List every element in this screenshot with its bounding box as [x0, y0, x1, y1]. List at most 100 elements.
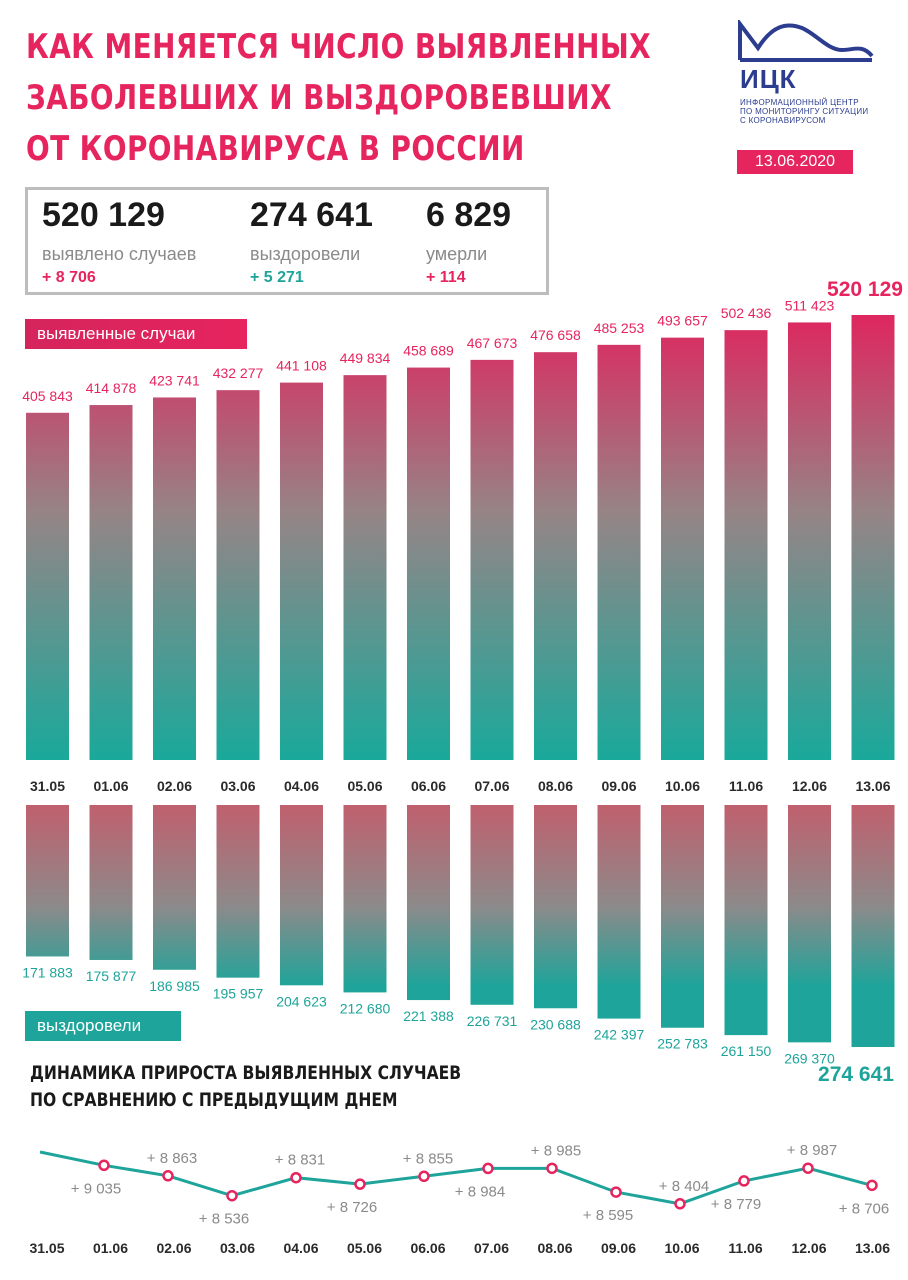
date-label: 03.06: [220, 778, 255, 794]
confirmed-value-label: 449 834: [340, 350, 391, 366]
confirmed-bar-10.06: [661, 337, 704, 760]
growth-value-label: + 8 863: [147, 1150, 197, 1167]
growth-value-label: + 8 831: [275, 1152, 325, 1169]
growth-value-label: + 8 536: [199, 1211, 249, 1228]
confirmed-value-label: 458 689: [403, 343, 454, 359]
date-label: 06.06: [411, 778, 446, 794]
date-badge: 13.06.2020: [737, 150, 853, 174]
growth-point-04.06: [290, 1171, 302, 1184]
growth-date-label: 10.06: [664, 1240, 699, 1256]
growth-date-label: 06.06: [410, 1240, 445, 1256]
logo-mountain-icon: [738, 20, 874, 62]
confirmed-value-label: 423 741: [149, 372, 200, 388]
date-label: 08.06: [538, 778, 573, 794]
stat-recovered-delta: + 5 271: [250, 269, 304, 286]
recovered-bar-04.06: [280, 805, 323, 986]
growth-date-label: 31.05: [29, 1240, 64, 1256]
growth-value-label: + 9 035: [71, 1180, 121, 1197]
confirmed-bar-01.06: [89, 405, 133, 760]
stat-confirmed-value: 520 129: [42, 196, 165, 234]
date-label: 02.06: [157, 778, 192, 794]
recovered-value-label: 204 623: [276, 993, 327, 1009]
growth-date-label: 01.06: [93, 1240, 128, 1256]
recovered-bar-11.06: [724, 805, 768, 1036]
recovered-value-label: 230 688: [530, 1016, 581, 1032]
growth-value-label: + 8 726: [327, 1199, 377, 1216]
recovered-value-label: 221 388: [403, 1008, 454, 1024]
growth-title-line-1: ДИНАМИКА ПРИРОСТА ВЫЯВЛЕННЫХ СЛУЧАЕВ: [30, 1062, 462, 1084]
confirmed-bar-05.06: [343, 375, 387, 760]
growth-date-label: 12.06: [791, 1240, 826, 1256]
recovered-value-label: 226 731: [467, 1013, 518, 1029]
growth-date-label: 07.06: [474, 1240, 509, 1256]
growth-date-label: 13.06: [855, 1240, 890, 1256]
date-label: 09.06: [601, 778, 636, 794]
growth-value-label: + 8 985: [531, 1142, 581, 1159]
confirmed-bar-11.06: [724, 330, 768, 760]
confirmed-bar-06.06: [407, 367, 450, 760]
growth-point-01.06: [98, 1159, 110, 1172]
confirmed-bar-08.06: [534, 352, 577, 760]
recovered-value-label: 186 985: [149, 978, 200, 994]
growth-point-08.06: [546, 1162, 558, 1175]
date-label: 13.06: [855, 778, 890, 794]
confirmed-bar-04.06: [280, 382, 323, 760]
confirmed-bars: 405 843 414 878 423 741 432 277 441 108 449 8…: [22, 278, 903, 760]
growth-value-label: + 8 706: [839, 1200, 889, 1217]
growth-value-label: + 8 779: [711, 1196, 761, 1213]
growth-date-label: 04.06: [283, 1240, 318, 1256]
date-label: 04.06: [284, 778, 319, 794]
recovered-bars: 171 883 175 877 186 985 195 957 204 623 212 6…: [22, 805, 895, 1086]
confirmed-value-label: 432 277: [213, 365, 264, 381]
growth-point-07.06: [482, 1162, 494, 1175]
confirmed-value-label: 476 658: [530, 327, 581, 343]
recovered-bar-02.06: [153, 805, 196, 970]
growth-point-05.06: [354, 1178, 366, 1190]
logo: ИЦК информационный центр по мониторингу …: [738, 20, 878, 125]
recovered-value-label: 252 783: [657, 1036, 708, 1052]
title-line-3: ОТ КОРОНАВИРУСА В РОССИИ: [26, 129, 525, 169]
growth-date-label: 09.06: [601, 1240, 636, 1256]
date-label: 10.06: [665, 778, 700, 794]
growth-title-line-2: ПО СРАВНЕНИЮ С ПРЕДЫДУЩИМ ДНЕМ: [30, 1089, 398, 1111]
stat-recovered-label: выздоровели: [250, 244, 361, 264]
growth-point-11.06: [738, 1175, 750, 1187]
growth-date-label: 02.06: [156, 1240, 191, 1256]
recovered-value-label: 212 680: [340, 1000, 391, 1016]
confirmed-value-label: 520 129: [827, 278, 903, 301]
growth-value-label: + 8 404: [659, 1178, 709, 1195]
title-line-1: КАК МЕНЯЕТСЯ ЧИСЛО ВЫЯВЛЕННЫХ: [26, 27, 652, 67]
confirmed-bar-09.06: [597, 344, 641, 760]
daily-growth-chart: + 9 035 + 8 863 + 8 536 + 8 831 + 8 726 + 8 8…: [29, 1142, 890, 1256]
recovered-value-label: 269 370: [784, 1050, 835, 1066]
date-label: 31.05: [30, 778, 65, 794]
recovered-bar-07.06: [470, 805, 514, 1005]
growth-point-13.06: [866, 1179, 878, 1192]
stat-confirmed-label: выявлено случаев: [42, 244, 197, 264]
recovered-bar-03.06: [216, 805, 260, 978]
recovered-value-label: 171 883: [22, 964, 73, 980]
stat-deaths-delta: + 114: [426, 269, 466, 286]
growth-value-label: + 8 984: [455, 1183, 505, 1200]
growth-date-label: 03.06: [220, 1240, 255, 1256]
growth-point-06.06: [418, 1170, 430, 1183]
growth-point-12.06: [802, 1162, 814, 1174]
logo-subtitle-line-3: с коронавирусом: [740, 116, 826, 125]
logo-subtitle: информационный центр по мониторингу ситу…: [740, 98, 900, 125]
confirmed-bar-02.06: [153, 397, 196, 760]
confirmed-bar-03.06: [216, 390, 260, 760]
growth-value-label: + 8 987: [787, 1142, 837, 1159]
confirmed-value-label: 405 843: [22, 388, 73, 404]
stat-recovered-value: 274 641: [250, 196, 373, 234]
confirmed-bar-31.05: [26, 412, 69, 760]
recovered-bar-10.06: [661, 805, 704, 1028]
growth-value-label: + 8 595: [583, 1207, 633, 1224]
confirmed-value-label: 493 657: [657, 313, 708, 329]
growth-date-label: 08.06: [537, 1240, 572, 1256]
growth-line: [39, 1150, 873, 1206]
legend-confirmed: выявленные случаи: [25, 319, 247, 349]
recovered-bar-08.06: [534, 805, 577, 1009]
recovered-value-label: 242 397: [594, 1027, 645, 1043]
page-title: КАК МЕНЯЕТСЯ ЧИСЛО ВЫЯВЛЕННЫХ ЗАБОЛЕВШИХ…: [26, 22, 651, 175]
stat-deaths-value: 6 829: [426, 196, 512, 234]
